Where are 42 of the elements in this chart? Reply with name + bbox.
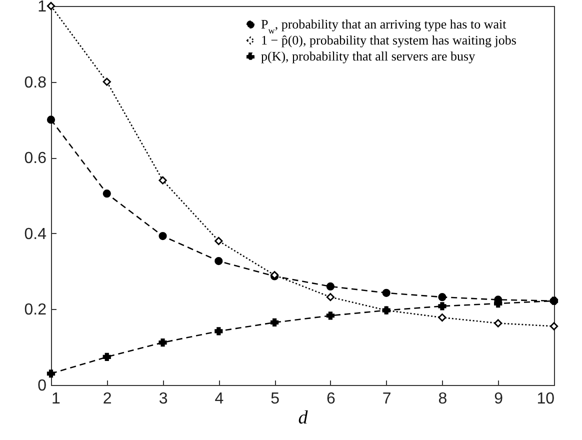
point (158, 176, 167, 184)
y-tick-label: 0.6 (24, 150, 47, 168)
point (46, 116, 56, 124)
x-tick-label: 9 (494, 390, 504, 408)
point (214, 327, 223, 336)
point (158, 338, 167, 347)
x-tick-label: 10 (536, 390, 555, 408)
legend-label: p(K), probability that all servers are busy (261, 48, 476, 64)
point (270, 318, 279, 327)
point (550, 322, 558, 330)
legend-label: P$_{w}$, probability that an arriving type has to wait (261, 16, 507, 36)
y-tick-label: 0.4 (24, 226, 47, 243)
x-axis-title: d (298, 408, 308, 428)
point (102, 352, 111, 362)
legend-label: 1 − p̂(0), probability that system has waiting jobs (261, 32, 516, 48)
point (438, 293, 446, 302)
point (326, 312, 334, 320)
point (326, 293, 334, 302)
x-tick-label: 2 (102, 390, 112, 408)
point (438, 302, 446, 310)
point (46, 2, 56, 10)
point (326, 282, 334, 291)
y-tick-label: 0.8 (24, 74, 47, 92)
y-tick-label: 0.2 (24, 302, 47, 319)
x-tick-label: 7 (382, 390, 392, 408)
point (214, 236, 223, 246)
point (494, 319, 502, 328)
x-tick-label: 3 (158, 390, 168, 408)
point (382, 288, 390, 297)
point (102, 190, 111, 198)
y-tick-label: 1 (38, 0, 47, 16)
point (102, 78, 111, 86)
point (46, 370, 56, 378)
x-tick-label: 8 (438, 390, 448, 408)
x-tick-label: 1 (52, 390, 60, 408)
point (438, 313, 446, 322)
point (214, 257, 223, 266)
point (158, 232, 167, 240)
x-tick-label: 4 (214, 390, 224, 408)
x-tick-label: 5 (270, 390, 280, 408)
y-tick-label: 0 (38, 378, 47, 394)
x-tick-label: 6 (326, 390, 336, 408)
